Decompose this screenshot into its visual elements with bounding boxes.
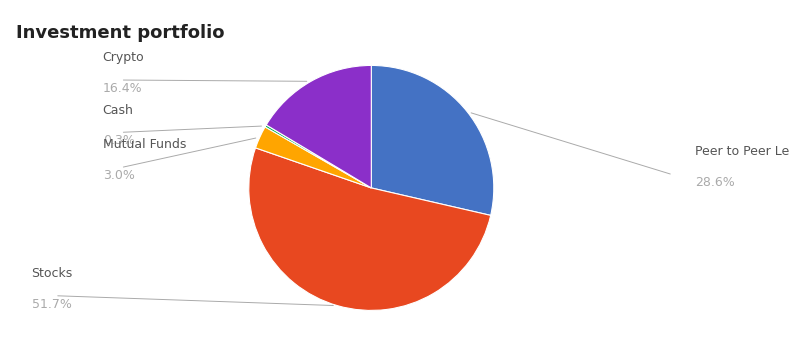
Text: 51.7%: 51.7% (32, 298, 71, 310)
Text: Stocks: Stocks (32, 267, 73, 280)
Text: 0.3%: 0.3% (103, 134, 134, 147)
Text: 16.4%: 16.4% (103, 82, 142, 95)
Wedge shape (266, 65, 371, 188)
Text: 28.6%: 28.6% (695, 176, 735, 189)
Text: Mutual Funds: Mutual Funds (103, 139, 186, 151)
Wedge shape (265, 125, 371, 188)
Wedge shape (249, 148, 491, 310)
Wedge shape (255, 127, 371, 188)
Text: Crypto: Crypto (103, 52, 145, 64)
Text: 3.0%: 3.0% (103, 169, 134, 182)
Wedge shape (371, 65, 494, 215)
Text: Cash: Cash (103, 104, 134, 117)
Text: Peer to Peer Lending: Peer to Peer Lending (695, 145, 790, 158)
Text: Investment portfolio: Investment portfolio (16, 24, 224, 42)
